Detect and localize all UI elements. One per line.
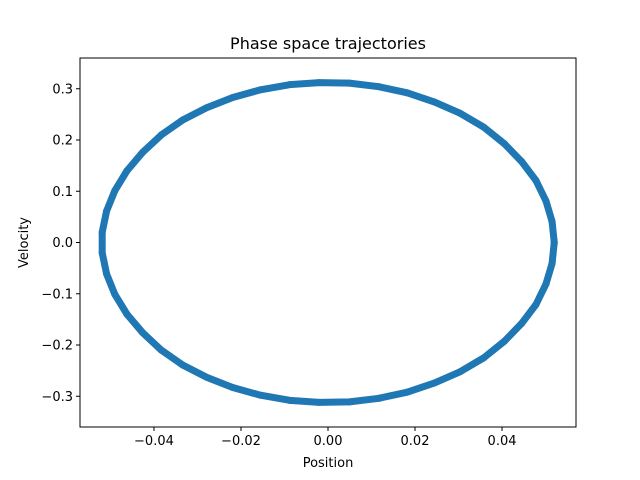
y-tick-label: −0.3 — [41, 390, 73, 405]
trajectory-point — [548, 260, 556, 268]
trajectory-point — [203, 373, 211, 381]
trajectory-point — [98, 228, 106, 236]
trajectory-point — [403, 388, 411, 396]
trajectory-point — [139, 148, 147, 156]
x-tick-label: −0.04 — [134, 434, 174, 449]
x-axis-ticks: −0.04 −0.02 0.00 0.02 0.04 — [134, 427, 517, 449]
trajectory-point — [532, 301, 540, 309]
trajectory-point — [518, 158, 526, 166]
chart-title: Phase space trajectories — [230, 34, 426, 53]
trajectory-point — [315, 398, 323, 406]
trajectory-point — [179, 361, 187, 369]
trajectory-point — [500, 140, 508, 148]
trajectory-point — [480, 354, 488, 362]
trajectory-point — [123, 310, 131, 318]
trajectory-point — [500, 337, 508, 345]
trajectory-point — [375, 394, 383, 402]
trajectory-point — [542, 197, 550, 205]
trajectory-point — [315, 79, 323, 87]
trajectory-point — [179, 116, 187, 124]
trajectory-point — [123, 167, 131, 175]
trajectory-point — [139, 329, 147, 337]
trajectory-point — [456, 368, 464, 376]
trajectory-point — [286, 396, 294, 404]
x-axis-label: Position — [303, 456, 354, 471]
trajectory-point — [431, 379, 439, 387]
trajectory-point — [548, 217, 556, 225]
trajectory-point — [345, 79, 353, 87]
trajectory-line — [98, 79, 558, 406]
x-tick-label: 0.02 — [401, 434, 430, 449]
x-tick-label: 0.00 — [314, 434, 343, 449]
x-tick-label: −0.02 — [221, 434, 261, 449]
trajectory-point — [550, 239, 558, 246]
trajectory-point — [532, 176, 540, 184]
trajectory-point — [111, 290, 119, 298]
trajectory-point — [518, 319, 526, 327]
trajectory-point — [431, 98, 439, 106]
trajectory-point — [157, 346, 165, 354]
trajectory-point — [403, 89, 411, 97]
trajectory-point — [98, 249, 106, 257]
y-tick-label: 0.3 — [52, 82, 73, 97]
trajectory-point — [103, 207, 111, 215]
y-tick-label: −0.1 — [41, 287, 73, 302]
trajectory-point — [286, 81, 294, 89]
plot-area — [80, 58, 576, 427]
trajectory-point — [229, 384, 237, 392]
y-tick-label: 0.2 — [52, 134, 73, 149]
y-axis-label: Velocity — [17, 217, 32, 268]
trajectory-point — [111, 187, 119, 195]
trajectory-point — [480, 123, 488, 131]
trajectory-point — [203, 104, 211, 112]
series-layer — [98, 79, 558, 406]
x-tick-label: 0.04 — [488, 434, 517, 449]
trajectory-point — [229, 93, 237, 101]
y-axis-ticks: 0.3 0.2 0.1 0.0 −0.1 −0.2 −0.3 — [41, 82, 80, 405]
trajectory-point — [456, 109, 464, 117]
y-tick-label: 0.0 — [52, 236, 73, 251]
y-tick-label: −0.2 — [41, 339, 73, 354]
trajectory-point — [103, 270, 111, 278]
trajectory-point — [345, 398, 353, 406]
y-tick-label: 0.1 — [52, 185, 73, 200]
trajectory-point — [542, 280, 550, 288]
trajectory-point — [375, 83, 383, 91]
trajectory-point — [257, 391, 265, 399]
trajectory-point — [257, 86, 265, 94]
trajectory-point — [157, 131, 165, 139]
